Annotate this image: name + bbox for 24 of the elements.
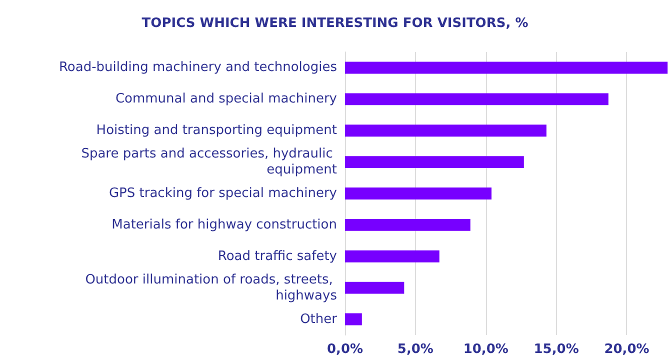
bar [345, 124, 546, 137]
x-tick-label: 5,0% [397, 342, 434, 357]
bar [345, 218, 470, 231]
bar [345, 93, 608, 106]
bar [345, 282, 404, 294]
y-tick-label: Materials for highway construction [112, 217, 337, 232]
bar [345, 188, 492, 200]
bar [345, 156, 524, 168]
bar [345, 313, 362, 326]
chart-title: TOPICS WHICH WERE INTERESTING FOR VISITORS, % [142, 16, 528, 31]
bar [345, 250, 440, 262]
y-tick-label: Road-building machinery and technologies [58, 60, 338, 76]
x-tick-label: 10,0% [463, 342, 508, 357]
x-tick-label: 0,0% [326, 342, 364, 357]
y-tick-label: Road traffic safety [218, 248, 338, 264]
y-tick-label: Hoisting and transporting equipment [96, 123, 337, 138]
y-tick-label: Other [300, 312, 338, 327]
x-tick-label: 15,0% [534, 342, 579, 357]
y-tick-label: Spare parts and accessories, hydraulic equipment [81, 146, 337, 178]
y-tick-label: Outdoor illumination of roads, streets, highways [85, 272, 338, 304]
y-tick-label: GPS tracking for special machinery [108, 186, 338, 201]
bar [345, 62, 668, 74]
x-tick-label: 20,0% [604, 342, 650, 357]
y-tick-label: Communal and special machinery [115, 92, 338, 107]
